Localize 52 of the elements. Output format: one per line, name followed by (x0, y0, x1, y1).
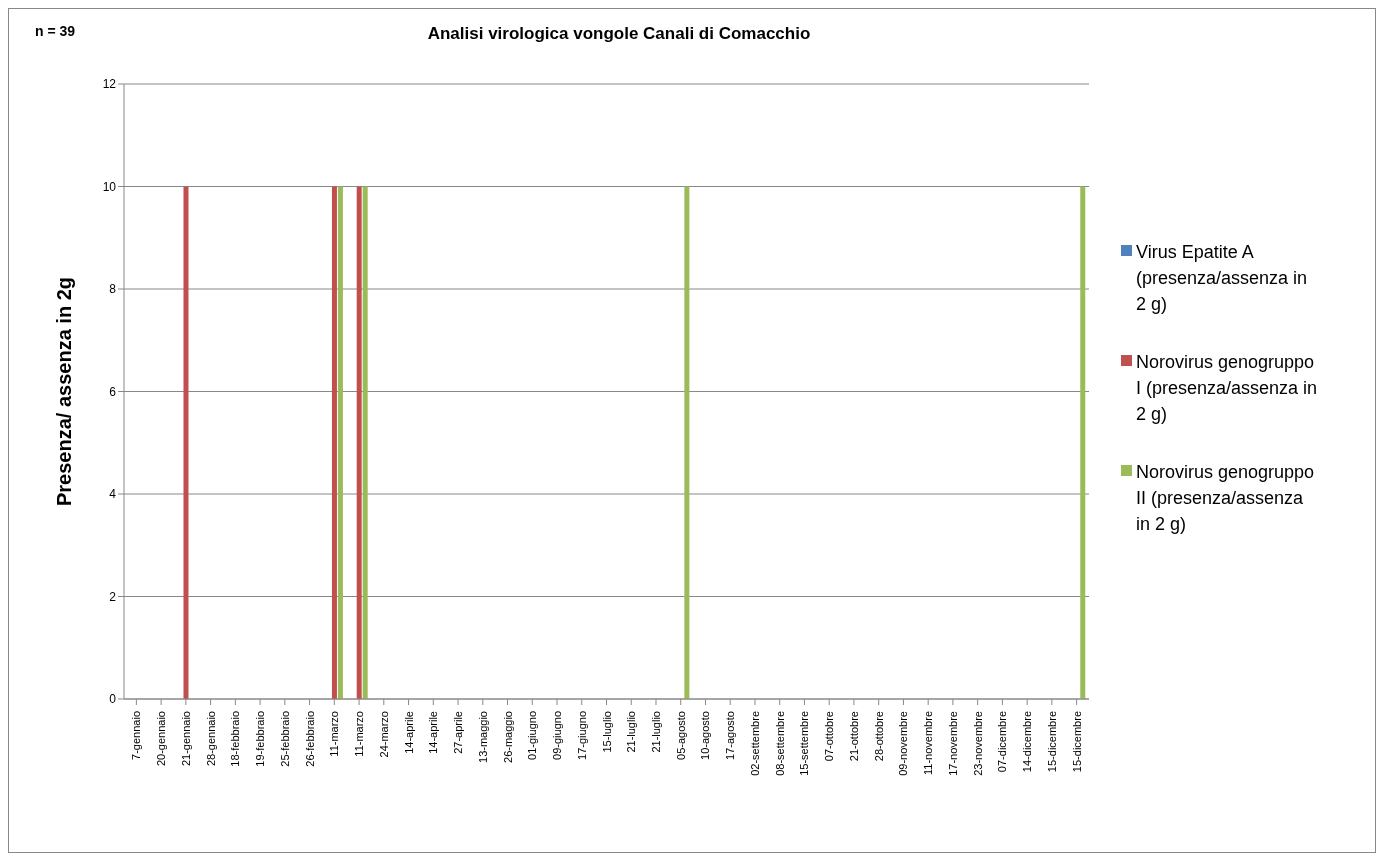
x-tick-label: 08-settembre (773, 711, 786, 776)
x-tick-label: 28-ottobre (872, 711, 885, 762)
x-tick-label: 14-aprile (402, 711, 415, 754)
x-tick-label: 26-maggio (501, 711, 514, 763)
x-tick-label: 15-luglio (600, 711, 613, 753)
x-tick-label: 21-luglio (649, 711, 662, 753)
x-tick-label: 11-novembre (922, 711, 935, 775)
x-tick-label: 10-agosto (699, 711, 712, 760)
x-tick-label: 26-febbraio (303, 711, 316, 767)
x-tick-label: 24-marzo (377, 711, 390, 758)
y-tick-label: 4 (109, 487, 117, 502)
x-tick-label: 09-novembre (897, 711, 910, 776)
x-tick-label: 11-marzo (353, 711, 366, 757)
y-axis-title: Presenza/ assenza in 2g (53, 276, 76, 507)
y-tick-label: 12 (102, 77, 117, 92)
y-tick-label: 2 (109, 589, 117, 604)
x-tick-label: 28-gennaio (204, 711, 217, 767)
x-tick-label: 07-dicembre (996, 711, 1009, 773)
x-tick-label: 13-maggio (476, 711, 489, 763)
x-tick-label: 14-aprile (427, 711, 440, 754)
x-tick-label: 27-aprile (452, 711, 465, 754)
x-tick-label: 21-gennaio (179, 711, 192, 767)
x-tick-label: 17-agosto (724, 711, 737, 760)
x-tick-label: 09-giugno (551, 711, 564, 760)
x-tick-label: 02-settembre (748, 711, 761, 776)
x-tick-label: 7-gennaio (130, 711, 143, 760)
legend-label: Virus Epatite A (presenza/assenza in 2 g) (1136, 241, 1309, 316)
x-tick-label: 21-ottobre (847, 711, 860, 762)
x-tick-label: 15-dicembre (1045, 711, 1058, 773)
x-tick-label: 25-febbraio (278, 711, 291, 767)
x-tick-label: 19-febbraio (254, 711, 267, 767)
legend-label: Norovirus genogruppo I (presenza/assenza in 2 g) (1136, 351, 1319, 426)
y-tick-label: 10 (102, 179, 117, 194)
x-tick-label: 23-novembre (971, 711, 984, 776)
x-tick-label: 11-marzo (328, 711, 341, 757)
chart-title: Analisi virologica vongole Canali di Comacchio (427, 24, 811, 43)
x-tick-label: 07-ottobre (823, 711, 836, 762)
x-tick-label: 17-novembre (946, 711, 959, 776)
x-tick-label: 15-settembre (798, 711, 811, 776)
y-tick-label: 6 (109, 384, 117, 399)
y-tick-label: 8 (109, 282, 117, 297)
y-tick-label: 0 (109, 692, 117, 707)
x-tick-label: 05-agosto (674, 711, 687, 760)
x-tick-label: 21-luglio (625, 711, 638, 753)
x-tick-label: 18-febbraio (229, 711, 242, 767)
text: n = 39 (35, 23, 76, 39)
x-tick-label: 14-dicembre (1021, 711, 1034, 773)
x-tick-label: 17-giugno (575, 711, 588, 760)
x-tick-label: 20-gennaio (155, 711, 168, 767)
x-tick-label: 01-giugno (526, 711, 539, 760)
x-tick-label: 15-dicembre (1070, 711, 1083, 773)
legend-label: Norovirus genogruppo II (presenza/assenza in 2 g) (1136, 461, 1316, 536)
